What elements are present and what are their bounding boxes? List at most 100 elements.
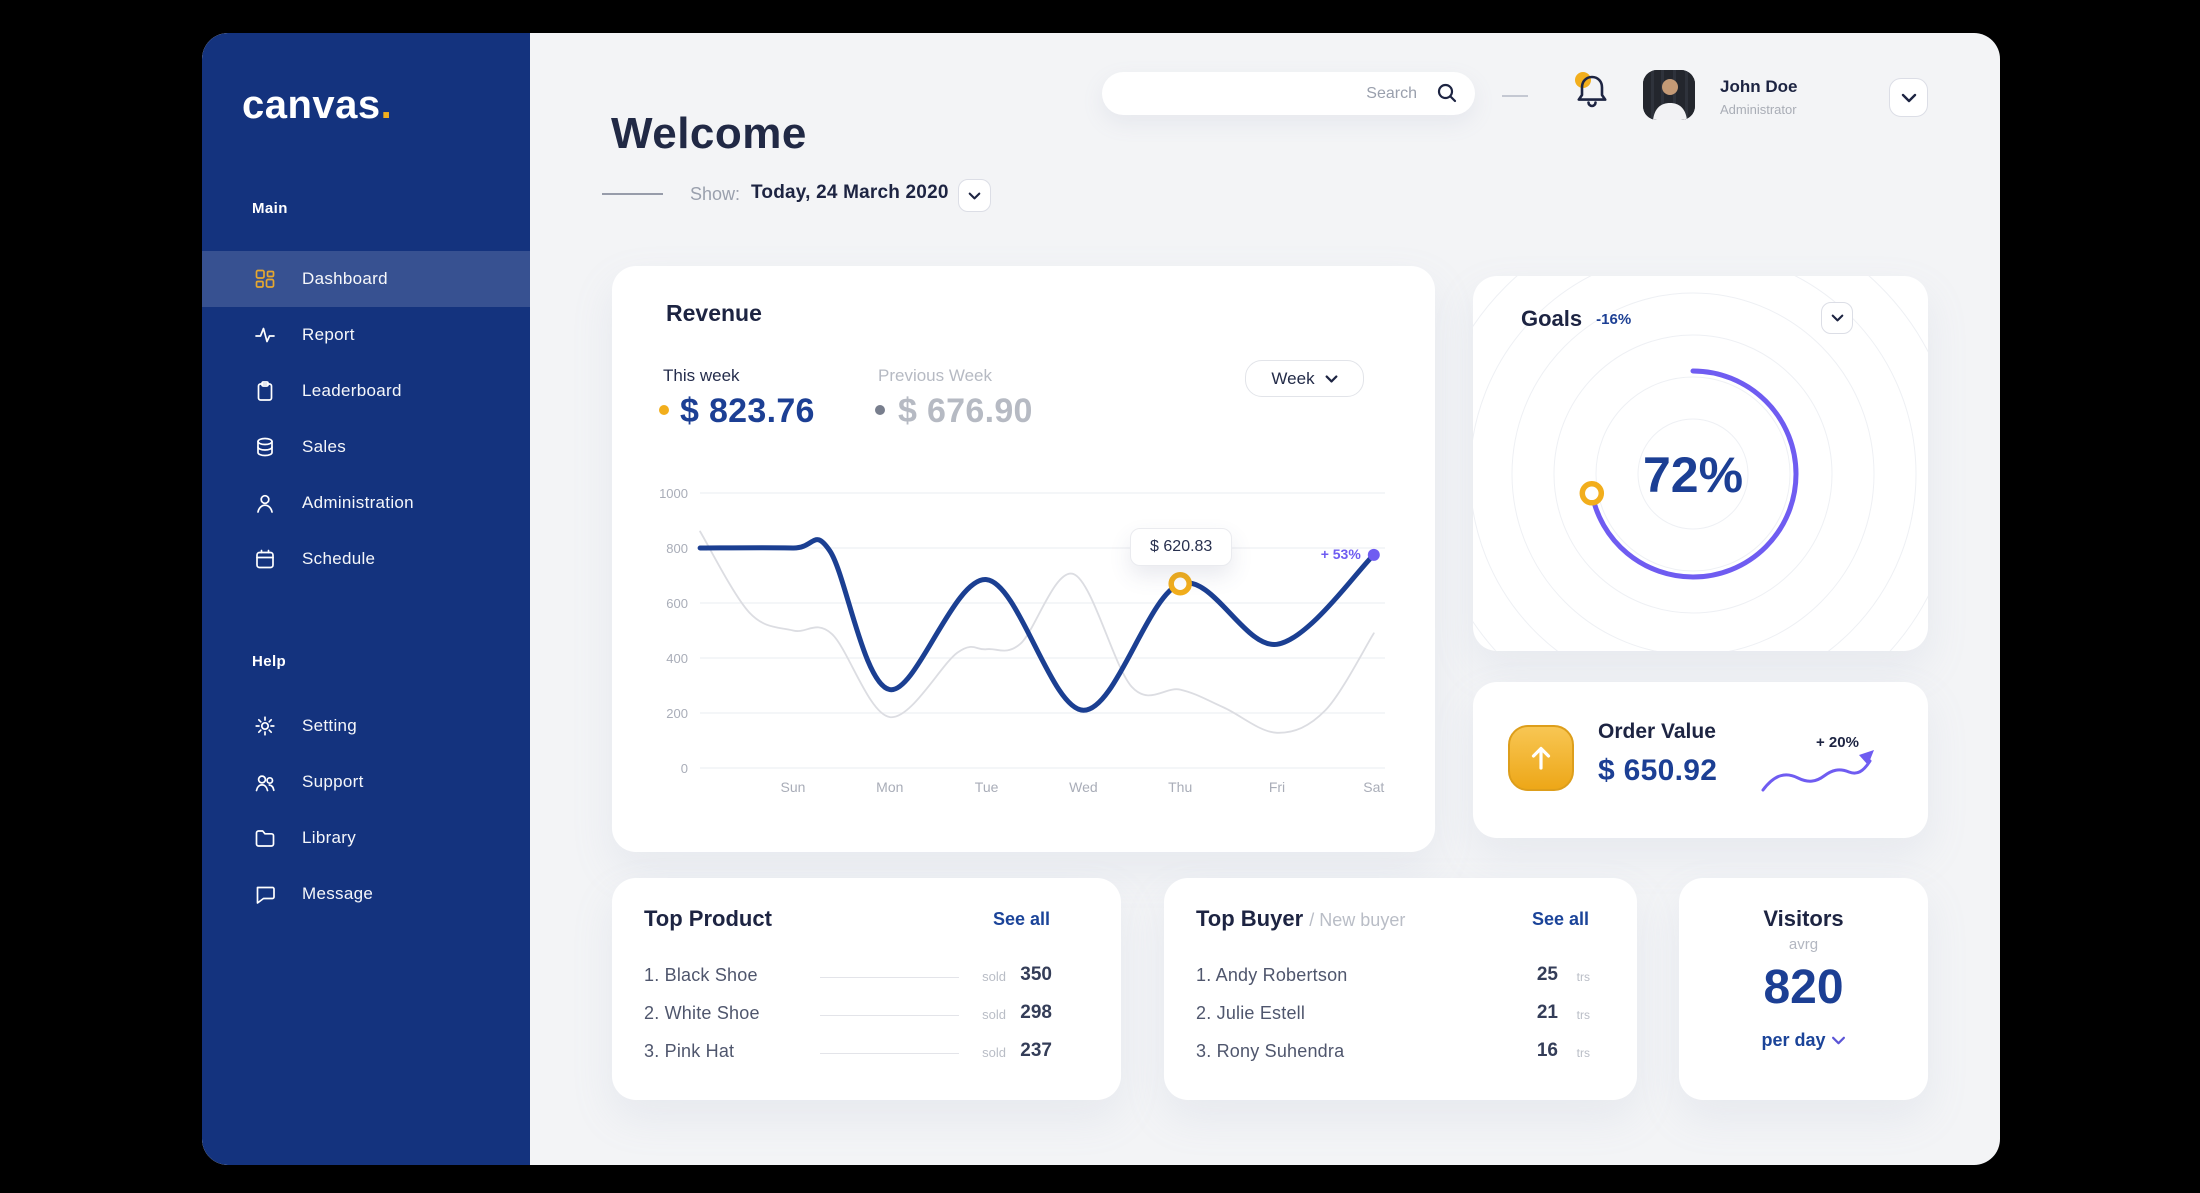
chevron-down-icon: [1831, 314, 1843, 322]
search-icon[interactable]: [1435, 81, 1459, 110]
order-value-card: Order Value $ 650.92 + 20%: [1473, 682, 1928, 838]
show-divider-line: [602, 193, 663, 195]
order-value-delta: + 20%: [1816, 734, 1859, 751]
visitors-per-day-dropdown[interactable]: per day: [1679, 1030, 1928, 1051]
previous-week-value: $ 676.90: [898, 392, 1033, 430]
svg-text:400: 400: [666, 651, 688, 666]
report-icon: [254, 324, 276, 346]
top-product-see-all-link[interactable]: See all: [992, 909, 1050, 929]
search-input[interactable]: [1102, 72, 1475, 115]
sidebar-section-label: Help: [252, 653, 287, 670]
chart-tooltip: $ 620.83: [1130, 527, 1233, 566]
svg-text:Mon: Mon: [876, 779, 903, 795]
library-icon: [254, 827, 276, 849]
sidebar-item-dashboard[interactable]: Dashboard: [202, 251, 530, 307]
sidebar-item-sales[interactable]: Sales: [202, 419, 530, 475]
order-value-amount: $ 650.92: [1598, 754, 1718, 787]
avatar[interactable]: [1643, 70, 1695, 120]
chevron-down-icon: [1831, 1036, 1845, 1045]
chevron-down-icon: [968, 192, 981, 199]
svg-text:Sun: Sun: [781, 779, 806, 795]
revenue-title: Revenue: [666, 300, 762, 326]
sidebar-item-message[interactable]: Message: [202, 866, 530, 922]
svg-text:Sat: Sat: [1363, 779, 1384, 795]
sidebar-sections: Main Dashboard Report Leaderboard Sales Admin…: [202, 200, 530, 922]
chart-marker-icon: [1168, 572, 1192, 596]
svg-text:Thu: Thu: [1168, 779, 1192, 795]
sidebar-item-administration[interactable]: Administration: [202, 475, 530, 531]
chevron-down-icon: [1325, 374, 1337, 383]
revenue-card: Revenue This week $ 823.76 Previous Week…: [612, 266, 1435, 852]
svg-text:600: 600: [666, 596, 688, 611]
visitors-subtitle: avrg: [1788, 936, 1819, 953]
main-content: Welcome John Doe Administrator: [530, 33, 2000, 1165]
top-product-title: Top Product: [644, 906, 772, 931]
sidebar-item-leaderboard[interactable]: Leaderboard: [202, 363, 530, 419]
date-filter-button[interactable]: [958, 179, 991, 212]
show-label: Show:: [690, 184, 741, 204]
top-buyer-subtitle: / New buyer: [1309, 910, 1406, 930]
sales-icon: [254, 436, 276, 458]
schedule-icon: [254, 548, 276, 570]
top-buyer-row[interactable]: 3. Rony Suhendra 16 trs: [1196, 1040, 1590, 1061]
leaderboard-icon: [254, 380, 276, 402]
previous-week-label: Previous Week: [878, 366, 993, 385]
sidebar: canvas. Main Dashboard Report Leaderboard Sa…: [202, 33, 530, 1165]
top-product-row[interactable]: 3. Pink Hat sold 237: [644, 1040, 1052, 1061]
top-buyer-row[interactable]: 2. Julie Estell 21 trs: [1196, 1002, 1590, 1023]
goals-progress-ring: [1473, 276, 1928, 651]
svg-text:Wed: Wed: [1069, 779, 1098, 795]
goals-marker-icon: [1579, 481, 1605, 506]
previous-week-dot-icon: [875, 405, 885, 415]
goals-menu-button[interactable]: [1821, 302, 1853, 334]
goals-title: Goals -16%: [1521, 306, 1632, 331]
sidebar-item-setting[interactable]: Setting: [202, 698, 530, 754]
top-buyer-title: Top Buyer / New buyer: [1196, 906, 1406, 931]
svg-text:200: 200: [666, 706, 688, 721]
user-menu-button[interactable]: [1889, 78, 1928, 117]
visitors-card: Visitors avrg 820 per day: [1679, 878, 1928, 1100]
top-buyer-see-all-link[interactable]: See all: [1531, 909, 1589, 929]
svg-text:Tue: Tue: [975, 779, 999, 795]
notifications-bell[interactable]: [1572, 69, 1612, 117]
svg-text:Fri: Fri: [1269, 779, 1285, 795]
order-value-up-button[interactable]: [1508, 725, 1574, 791]
app-logo: canvas.: [242, 83, 393, 127]
trend-arrow-icon: [1761, 750, 1874, 792]
this-week-label: This week: [663, 366, 740, 385]
sidebar-section-label: Main: [252, 200, 288, 217]
visitors-value: 820: [1763, 961, 1844, 1014]
setting-icon: [254, 715, 276, 737]
goals-delta: -16%: [1596, 311, 1632, 328]
notification-dot-icon: [1575, 72, 1591, 88]
visitors-title: Visitors: [1763, 906, 1844, 931]
top-buyer-card: Top Buyer / New buyer See all 1. Andy Ro…: [1164, 878, 1637, 1100]
chevron-down-icon: [1901, 93, 1916, 102]
svg-text:800: 800: [666, 541, 688, 556]
period-selector-button[interactable]: Week: [1245, 360, 1364, 397]
this-week-dot-icon: [659, 405, 669, 415]
app-window: canvas. Main Dashboard Report Leaderboard Sa…: [202, 33, 2000, 1165]
bell-icon: [1577, 75, 1607, 101]
order-value-title: Order Value: [1598, 720, 1716, 743]
sidebar-item-support[interactable]: Support: [202, 754, 530, 810]
administration-icon: [254, 492, 276, 514]
revenue-line-chart: 0 200 400 600 800 1000 Sun Mon Tue Wed Thu Fri Sat + …: [612, 266, 1435, 852]
goals-percent: 72%: [1642, 447, 1744, 503]
sidebar-item-library[interactable]: Library: [202, 810, 530, 866]
top-product-row[interactable]: 2. White Shoe sold 298: [644, 1002, 1052, 1023]
top-buyer-row[interactable]: 1. Andy Robertson 25 trs: [1196, 964, 1590, 985]
dashboard-icon: [254, 268, 276, 290]
date-filter-value[interactable]: Today, 24 March 2020: [751, 182, 949, 203]
user-name: John Doe: [1720, 77, 1798, 96]
top-product-row[interactable]: 1. Black Shoe sold 350: [644, 964, 1052, 985]
sidebar-item-schedule[interactable]: Schedule: [202, 531, 530, 587]
search-bar: [1102, 72, 1475, 115]
message-icon: [254, 883, 276, 905]
sidebar-item-report[interactable]: Report: [202, 307, 530, 363]
this-week-value: $ 823.76: [680, 392, 815, 430]
page-title: Welcome: [611, 109, 807, 159]
header-divider-dash: [1502, 95, 1528, 97]
series-this-week: [697, 537, 1377, 713]
user-role: Administrator: [1720, 102, 1797, 117]
